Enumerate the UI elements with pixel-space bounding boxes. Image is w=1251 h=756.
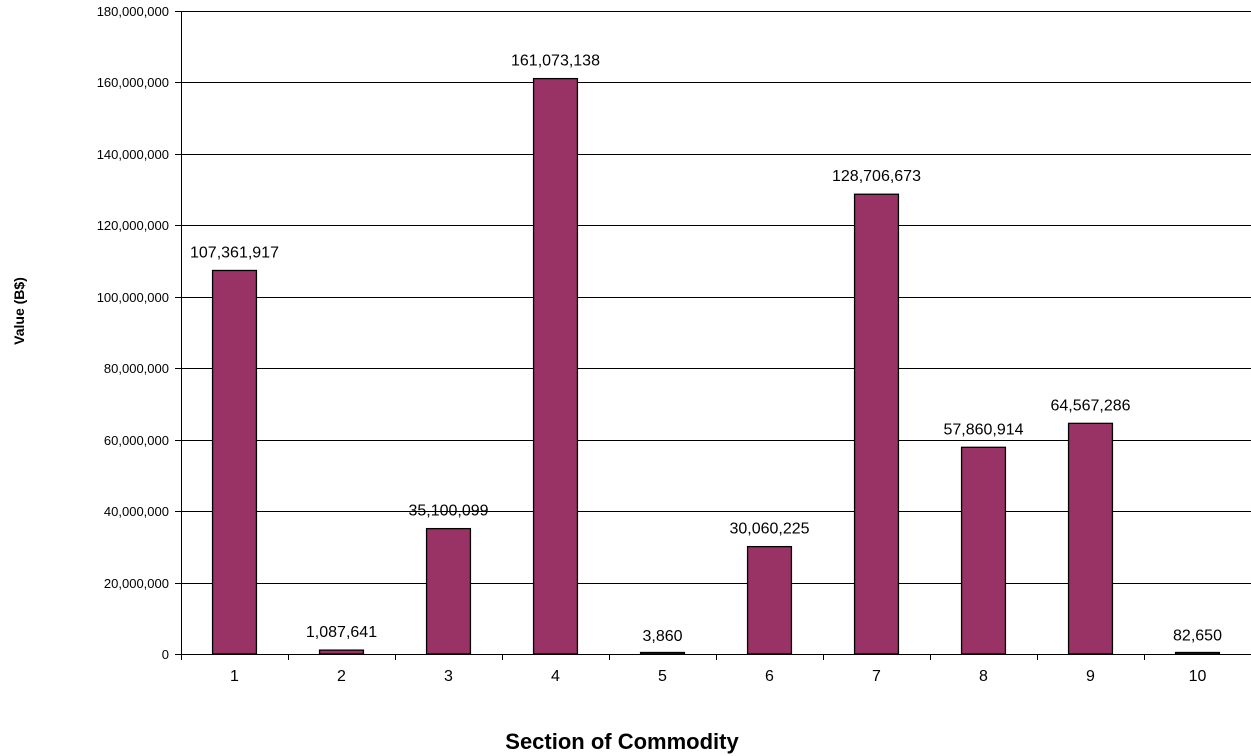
data-label-7: 128,706,673 bbox=[832, 168, 921, 185]
x-tick-labels: 1 2 3 4 5 6 7 8 9 10 bbox=[230, 668, 1206, 685]
y-tick-label: 40,000,000 bbox=[104, 504, 169, 519]
y-tick-label: 100,000,000 bbox=[97, 290, 169, 305]
y-tick-label: 80,000,000 bbox=[104, 361, 169, 376]
y-tick-label: 160,000,000 bbox=[97, 75, 169, 90]
x-axis-title: Section of Commodity bbox=[505, 729, 739, 754]
gridlines bbox=[181, 11, 1251, 584]
data-label-8: 57,860,914 bbox=[943, 421, 1023, 438]
data-label-10: 82,650 bbox=[1173, 628, 1222, 645]
x-tick-label: 4 bbox=[551, 668, 560, 685]
data-label-4: 161,073,138 bbox=[511, 53, 600, 70]
y-tick-label: 180,000,000 bbox=[97, 4, 169, 19]
y-tick-label: 0 bbox=[162, 647, 169, 662]
x-tick-label: 9 bbox=[1086, 668, 1095, 685]
data-label-9: 64,567,286 bbox=[1050, 397, 1130, 414]
axes bbox=[175, 11, 1251, 660]
x-tick-label: 7 bbox=[872, 668, 881, 685]
bar-9 bbox=[1067, 422, 1114, 655]
data-label-2: 1,087,641 bbox=[306, 624, 377, 641]
y-tick-label: 60,000,000 bbox=[104, 433, 169, 448]
y-tick-label: 140,000,000 bbox=[97, 147, 169, 162]
bar-5 bbox=[639, 651, 686, 655]
y-axis-title: Value (B$) bbox=[11, 277, 27, 345]
x-tick-label: 5 bbox=[658, 668, 667, 685]
bar-10 bbox=[1174, 651, 1221, 655]
bar-7 bbox=[853, 193, 900, 655]
y-tick-label: 120,000,000 bbox=[97, 218, 169, 233]
bars bbox=[211, 77, 1221, 655]
bar-1 bbox=[211, 269, 258, 655]
data-label-6: 30,060,225 bbox=[729, 521, 809, 538]
bar-2 bbox=[318, 649, 365, 655]
x-tick-label: 8 bbox=[979, 668, 988, 685]
bar-8 bbox=[960, 446, 1007, 655]
data-label-5: 3,860 bbox=[642, 628, 682, 645]
y-tick-labels: 0 20,000,000 40,000,000 60,000,000 80,000,00… bbox=[97, 4, 169, 662]
bar-6 bbox=[746, 545, 793, 655]
data-label-1: 107,361,917 bbox=[190, 244, 279, 261]
y-tick-label: 20,000,000 bbox=[104, 576, 169, 591]
bar-4 bbox=[532, 77, 579, 655]
x-tick-label: 6 bbox=[765, 668, 774, 685]
bar-3 bbox=[425, 527, 472, 655]
x-tick-label: 3 bbox=[444, 668, 453, 685]
x-tick-label: 1 bbox=[230, 668, 239, 685]
x-tick-label: 10 bbox=[1189, 668, 1207, 685]
x-tick-label: 2 bbox=[337, 668, 346, 685]
data-labels: 107,361,917 1,087,641 35,100,099 161,073,13… bbox=[190, 53, 1222, 645]
data-label-3: 35,100,099 bbox=[408, 503, 488, 520]
